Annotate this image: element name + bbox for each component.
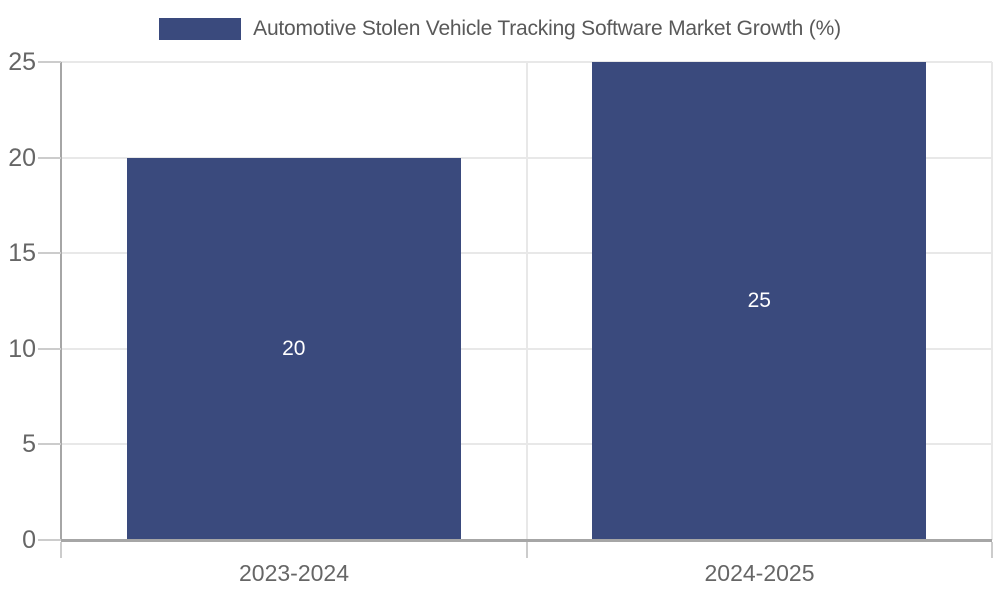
y-tick-label-15: 15 [8, 239, 36, 268]
v-gridline-1 [525, 62, 528, 540]
y-tick-mark-0 [38, 539, 61, 541]
legend-swatch [159, 18, 242, 40]
legend: Automotive Stolen Vehicle Tracking Softw… [0, 17, 1000, 41]
x-tick-mark-2 [991, 542, 993, 558]
y-axis-line [60, 62, 62, 541]
y-tick-mark-10 [38, 347, 61, 350]
x-tick-mark-1 [525, 542, 528, 558]
v-gridline-2 [991, 62, 993, 540]
bar-2023-2024: 20 [126, 157, 461, 540]
y-tick-mark-25 [38, 61, 61, 63]
bar-2024-2025: 25 [592, 62, 927, 540]
y-tick-label-5: 5 [22, 430, 36, 459]
legend-label: Automotive Stolen Vehicle Tracking Softw… [253, 17, 841, 40]
plot-area: 20 25 [61, 61, 993, 540]
x-tick-mark-0 [60, 542, 62, 558]
y-tick-mark-15 [38, 252, 61, 255]
bar-value-label: 20 [282, 336, 306, 360]
bar-value-label: 25 [747, 289, 771, 312]
y-tick-label-20: 20 [8, 143, 36, 172]
y-tick-mark-20 [38, 156, 61, 159]
x-tick-label-2023-2024: 2023-2024 [239, 560, 349, 586]
y-tick-mark-5 [38, 443, 61, 446]
y-tick-label-25: 25 [8, 48, 36, 76]
x-axis-line [61, 539, 992, 542]
x-tick-label-2024-2025: 2024-2025 [704, 560, 815, 586]
y-tick-label-0: 0 [22, 526, 36, 554]
y-tick-label-10: 10 [8, 334, 36, 363]
